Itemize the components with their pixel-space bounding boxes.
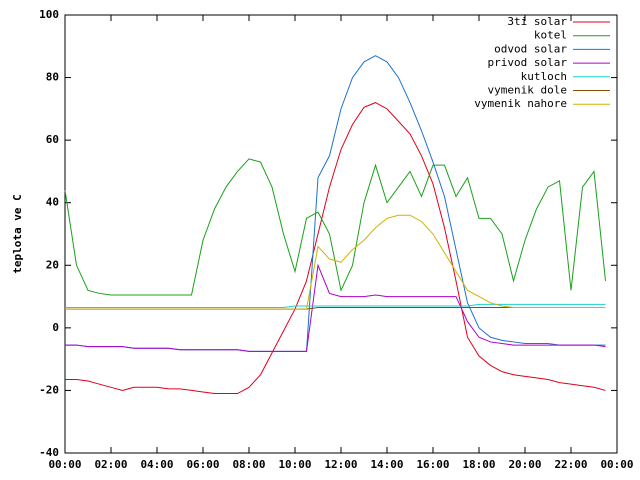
series-line	[65, 214, 606, 310]
x-tick-label: 00:00	[600, 458, 633, 471]
x-tick-label: 10:00	[278, 458, 311, 471]
series-line	[64, 158, 606, 296]
x-tick-label: 08:00	[232, 458, 265, 471]
x-tick-label: 14:00	[370, 458, 403, 471]
y-tick-label: 60	[46, 133, 59, 146]
x-tick-label: 12:00	[324, 458, 357, 471]
legend-label: kotel	[534, 29, 567, 42]
legend-label: kutloch	[521, 70, 567, 83]
x-tick-label: 22:00	[554, 458, 587, 471]
x-tick-label: 00:00	[48, 458, 81, 471]
y-axis-label: teplota ve C	[11, 194, 24, 273]
legend-label: vymenik dole	[488, 84, 567, 97]
legend-label: odvod solar	[494, 42, 567, 55]
y-tick-label: -20	[39, 383, 59, 396]
x-tick-label: 04:00	[140, 458, 173, 471]
legend-label: privod solar	[488, 56, 568, 69]
series-line	[65, 263, 606, 352]
y-tick-label: 0	[52, 321, 59, 334]
y-tick-label: 100	[39, 8, 59, 21]
series-line	[65, 102, 606, 395]
x-tick-label: 20:00	[508, 458, 541, 471]
x-tick-label: 18:00	[462, 458, 495, 471]
series-line	[65, 303, 606, 309]
x-tick-label: 02:00	[94, 458, 127, 471]
x-tick-label: 06:00	[186, 458, 219, 471]
y-tick-label: -40	[39, 446, 59, 459]
legend-label: vymenik nahore	[474, 97, 567, 110]
legend-label: 3ti solar	[507, 15, 567, 28]
x-tick-label: 16:00	[416, 458, 449, 471]
y-tick-label: 20	[46, 258, 59, 271]
y-tick-label: 40	[46, 196, 59, 209]
y-tick-label: 80	[46, 71, 59, 84]
